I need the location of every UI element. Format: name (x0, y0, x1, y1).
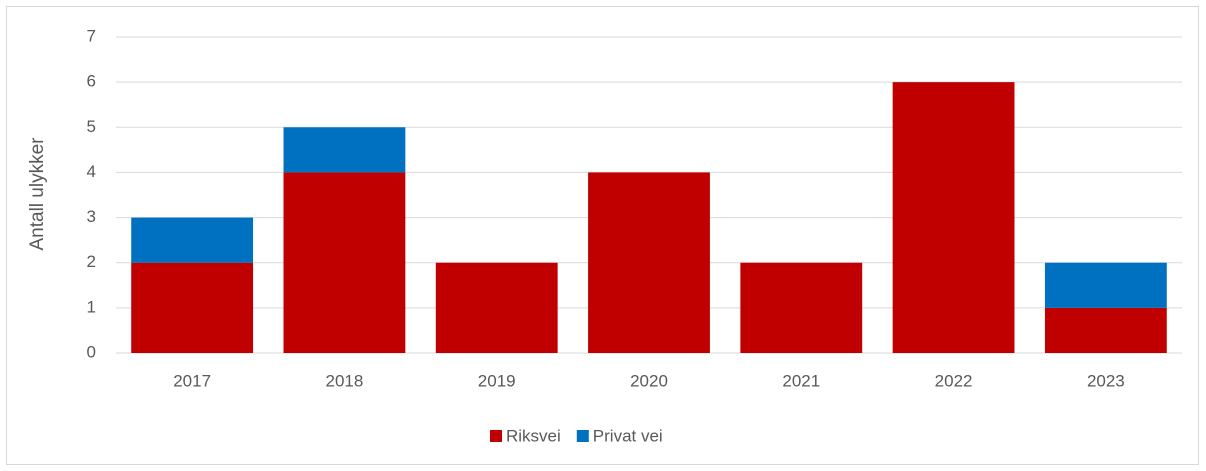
x-tick-label: 2021 (782, 371, 820, 390)
x-tick-label: 2017 (173, 371, 211, 390)
legend-swatch (490, 430, 502, 442)
bar-segment (588, 172, 710, 353)
x-tick-label: 2022 (935, 371, 973, 390)
y-tick-label: 3 (87, 207, 96, 226)
bar-segment (740, 262, 863, 353)
y-tick-label: 1 (87, 297, 96, 316)
bar-segment (131, 262, 254, 353)
legend-label: Riksvei (506, 426, 561, 445)
x-tick-label: 2020 (630, 371, 668, 390)
bar-segment (892, 82, 1015, 354)
y-axis-label: Antall ulykker (27, 137, 48, 251)
bar-segment (283, 127, 406, 173)
y-tick-label: 2 (87, 252, 96, 271)
x-tick-label: 2018 (326, 371, 364, 390)
y-tick-label: 6 (87, 72, 96, 91)
x-tick-label: 2019 (478, 371, 516, 390)
legend-swatch (576, 430, 589, 442)
y-tick-label: 4 (87, 162, 96, 181)
bar-segment (435, 262, 558, 353)
legend-label: Privat vei (593, 426, 663, 445)
bar-segment (1044, 307, 1167, 353)
x-tick-label: 2023 (1087, 371, 1125, 390)
bar-segment (1044, 262, 1167, 308)
bar-segment (283, 172, 406, 353)
y-tick-label: 5 (87, 117, 96, 136)
y-tick-label: 0 (87, 342, 96, 361)
bar-segment (131, 217, 254, 263)
y-tick-label: 7 (87, 26, 96, 45)
